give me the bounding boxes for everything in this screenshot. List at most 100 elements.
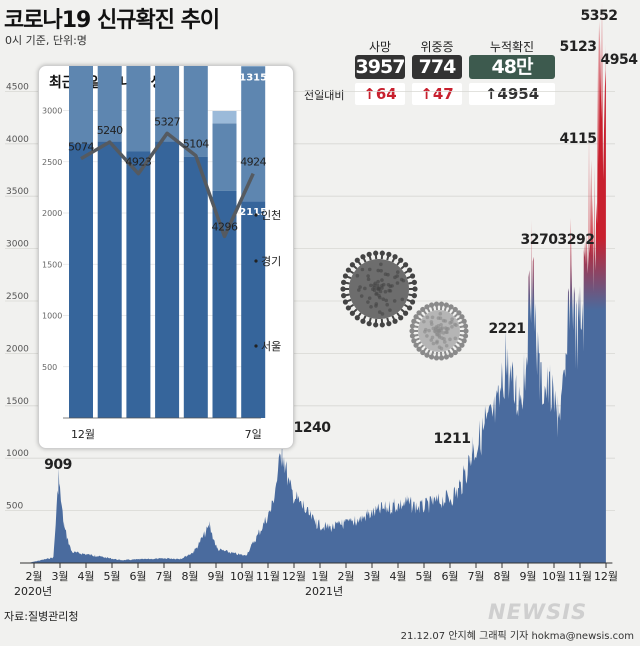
peak-label: 5352 <box>581 8 618 24</box>
inset-chart: 500100015002000250030003500400045005000 … <box>42 66 281 441</box>
x-tick-label: 10월 <box>230 570 254 583</box>
x-tick-label: 5월 <box>103 570 120 583</box>
inset-bar-경기 <box>155 66 180 142</box>
inset-bar-서울 <box>126 151 151 418</box>
y-tick-label: 1500 <box>6 397 29 407</box>
y-tick-label: 2500 <box>6 292 29 302</box>
virus-icon <box>409 301 469 361</box>
x-tick-label: 2월 <box>337 570 354 583</box>
inset-bar-경기 <box>212 123 237 191</box>
up-arrow-icon: ↑ <box>363 85 376 103</box>
inset-bar-서울 <box>241 201 266 418</box>
inset-y-tick-label: 500 <box>42 363 57 372</box>
x-tick-label: 8월 <box>493 570 510 583</box>
deaths-change-value: 64 <box>375 85 397 103</box>
y-tick-label: 2000 <box>6 344 29 354</box>
y-tick-label: 3500 <box>6 187 29 197</box>
inset-bar-경기 <box>126 66 151 152</box>
x-tick-label: 6월 <box>129 570 146 583</box>
x-tick-label: 3월 <box>51 570 68 583</box>
virus-icon <box>340 250 418 328</box>
peak-label: 4115 <box>560 131 597 147</box>
inset-legend-label: 서울 <box>261 340 281 353</box>
peak-label: 1211 <box>434 431 471 447</box>
x-tick-label: 5월 <box>415 570 432 583</box>
inset-legend-dot <box>254 259 258 263</box>
inset-bar-서울 <box>69 143 93 419</box>
inset-y-tick-label: 2500 <box>42 158 62 167</box>
inset-x-label: 7일 <box>245 427 262 441</box>
y-tick-label: 3000 <box>6 240 29 250</box>
severe-change-value: 47 <box>432 85 454 103</box>
cumulative-label: 누적확진 <box>489 40 535 54</box>
year-label-2021: 2021년 <box>305 585 344 598</box>
deaths-label: 사망 <box>368 40 392 54</box>
inset-line-label: 4296 <box>212 220 238 233</box>
inset-bar-경기 <box>241 66 266 202</box>
inset-y-tick-label: 2000 <box>42 209 62 218</box>
peak-label: 3270 <box>521 232 559 248</box>
inset-chart-panel: 최근 7일 국내 발생 5001000150020002500300035004… <box>38 65 294 449</box>
inset-y-tick-label: 1500 <box>42 260 62 269</box>
y-tick-label: 1000 <box>6 449 29 459</box>
peak-label: 2221 <box>489 321 526 337</box>
inset-bar-서울 <box>97 141 122 418</box>
inset-bar-value-label: 2115 <box>239 207 267 218</box>
inset-line-label: 5240 <box>97 124 123 137</box>
x-tick-label: 8월 <box>181 570 198 583</box>
y-tick-label: 500 <box>6 502 23 512</box>
up-arrow-icon: ↑ <box>420 85 433 103</box>
inset-y-tick-label: 3000 <box>42 107 62 116</box>
peak-label: 1240 <box>294 420 332 436</box>
x-tick-label: 10월 <box>542 570 566 583</box>
x-tick-label: 4월 <box>77 570 94 583</box>
inset-legend-dot <box>254 344 258 348</box>
peak-label: 909 <box>44 457 72 473</box>
inset-x-label: 12월 <box>71 428 95 441</box>
inset-bar-서울 <box>212 190 237 418</box>
x-tick-label: 4월 <box>389 570 406 583</box>
inset-line-label: 5074 <box>68 141 94 154</box>
page-title: 코로나19 신규확진 추이 <box>4 8 220 33</box>
page-subtitle: 0시 기준, 단위:명 <box>5 34 87 47</box>
deaths-change: ↑64 <box>355 83 405 105</box>
inset-legend-dot <box>254 213 258 217</box>
x-tick-label: 7월 <box>467 570 484 583</box>
inset-line-series <box>80 131 255 239</box>
y-tick-label: 4000 <box>6 135 29 145</box>
cumulative-change: ↑4954 <box>469 83 555 105</box>
inset-y-tick-label: 1000 <box>42 312 62 321</box>
inset-bar-value-label: 1315 <box>239 72 267 83</box>
x-tick-label: 12월 <box>594 570 618 583</box>
inset-legend-label: 경기 <box>261 255 281 268</box>
inset-line-label: 5104 <box>183 138 209 151</box>
x-tick-label: 2월 <box>25 570 42 583</box>
x-tick-label: 3월 <box>363 570 380 583</box>
inset-bar-경기 <box>97 66 122 142</box>
inset-bar-서울 <box>183 156 208 418</box>
peak-label: 5123 <box>560 39 597 55</box>
severe-label: 위중증 <box>420 40 454 54</box>
x-tick-label: 7월 <box>155 570 172 583</box>
x-tick-label: 9월 <box>207 570 224 583</box>
newsis-logo: NEWSIS <box>488 600 588 624</box>
up-arrow-icon: ↑ <box>484 85 498 103</box>
inset-line-label: 4924 <box>240 156 266 169</box>
year-label-2020: 2020년 <box>14 585 53 598</box>
x-tick-label: 1월 <box>311 570 328 583</box>
inset-line-label: 5327 <box>154 115 180 128</box>
peak-label: 3292 <box>558 232 595 248</box>
x-tick-label: 12월 <box>282 570 306 583</box>
severe-value: 774 <box>412 55 462 79</box>
inset-line-label: 4923 <box>125 156 151 169</box>
deaths-value: 3957 <box>355 55 405 79</box>
severe-change: ↑47 <box>412 83 462 105</box>
x-tick-label: 9월 <box>519 570 536 583</box>
inset-bar-경기 <box>183 66 208 157</box>
inset-bar-인천 <box>212 111 237 124</box>
inset-bar-서울 <box>155 141 180 418</box>
inset-legend-label: 인천 <box>261 208 281 222</box>
inset-bar-경기 <box>69 66 93 144</box>
